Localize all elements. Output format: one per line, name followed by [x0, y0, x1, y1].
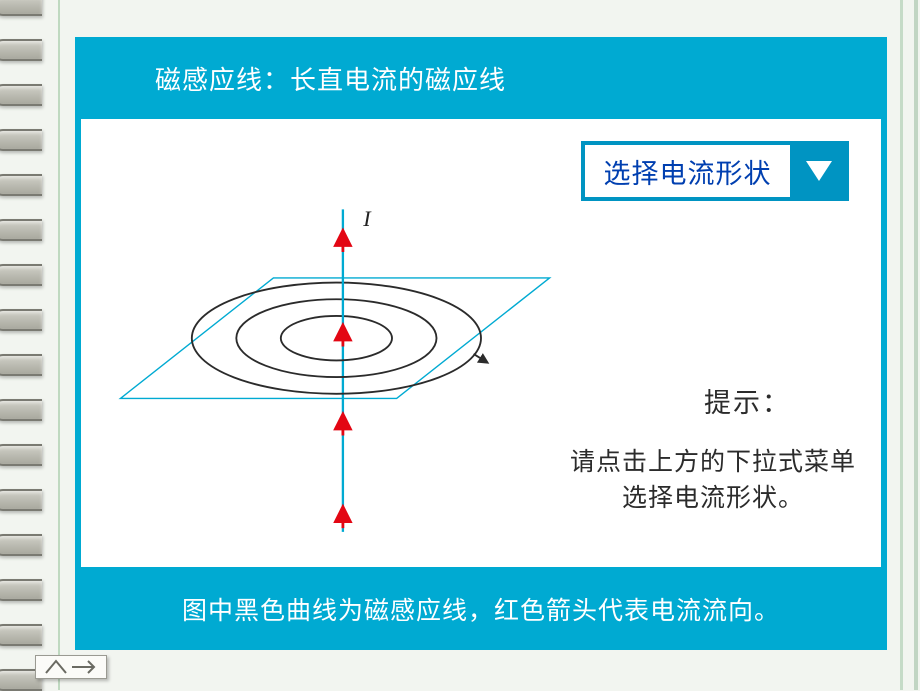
nav-arrow-icon: [42, 659, 100, 675]
dropdown-label: 选择电流形状: [585, 145, 793, 197]
card-header: 磁感应线：长直电流的磁应线: [75, 37, 887, 119]
chevron-down-icon: [793, 145, 845, 197]
slide-nav-button[interactable]: [35, 655, 107, 679]
content-card: 磁感应线：长直电流的磁应线 选择电流形状 提示： 请点击上方的下拉式菜单选择电流…: [75, 37, 887, 650]
magnetic-field-diagram: I: [89, 163, 569, 543]
hint-title: 提示：: [704, 381, 791, 420]
card-footer: 图中黑色曲线为磁感应线，红色箭头代表电流流向。: [75, 568, 887, 650]
footer-caption: 图中黑色曲线为磁感应线，红色箭头代表电流流向。: [182, 591, 780, 627]
hint-body: 请点击上方的下拉式菜单选择电流形状。: [563, 445, 863, 518]
header-title: 磁感应线：长直电流的磁应线: [155, 60, 506, 97]
spiral-binding: [0, 0, 60, 690]
current-shape-dropdown[interactable]: 选择电流形状: [581, 141, 849, 201]
svg-text:I: I: [362, 206, 372, 231]
card-body: 选择电流形状 提示： 请点击上方的下拉式菜单选择电流形状。 I: [81, 119, 881, 567]
